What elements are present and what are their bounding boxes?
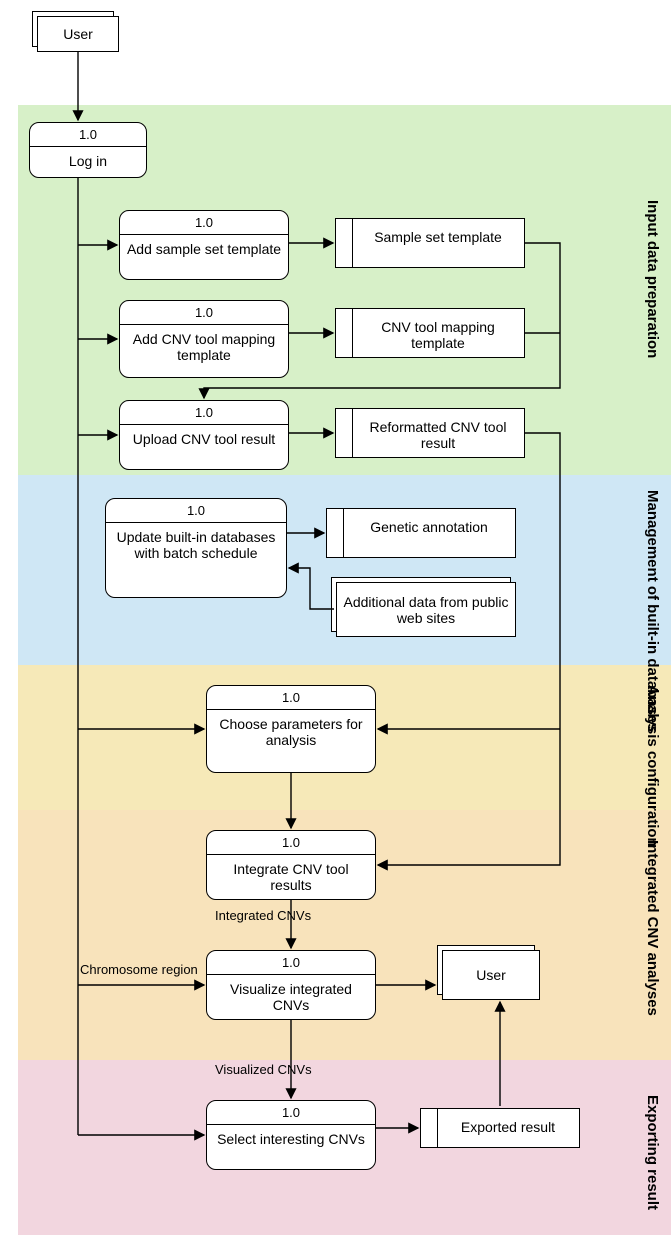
process-upload-cnv-result: 1.0 Upload CNV tool result [119,400,289,470]
process-integrate-results: 1.0 Integrate CNV tool results [206,830,376,900]
section-label-input: Input data preparation [644,200,661,358]
store-sample-set-template: Sample set template [335,218,525,268]
section-label-export: Exporting result [644,1095,661,1210]
edge-label-chromosome-region: Chromosome region [80,962,198,977]
entity-user-top: User [37,16,119,52]
process-choose-parameters: 1.0 Choose parameters for analysis [206,685,376,773]
section-label-integ: Integrated CNV analyses [644,840,661,1016]
edge-label-visualized-cnvs: Visualized CNVs [215,1062,312,1077]
process-visualize-cnvs: 1.0 Visualize integrated CNVs [206,950,376,1020]
store-reformatted-result: Reformatted CNV tool result [335,408,525,458]
edge-label-integrated-cnvs: Integrated CNVs [215,908,311,923]
process-login: 1.0 Log in [29,122,147,178]
store-genetic-annotation: Genetic annotation [326,508,516,558]
store-cnvtool-mapping-template: CNV tool mapping template [335,308,525,358]
process-add-cnvtool-template: 1.0 Add CNV tool mapping template [119,300,289,378]
store-exported-result: Exported result [420,1108,580,1148]
process-update-databases: 1.0 Update built-in databases with batch… [105,498,287,598]
process-select-cnvs: 1.0 Select interesting CNVs [206,1100,376,1170]
entity-user-bottom: User [442,950,540,1000]
section-label-config: Analysis configuration [644,685,661,847]
process-add-sample-template: 1.0 Add sample set template [119,210,289,280]
entity-additional-data: Additional data from public web sites [336,582,516,637]
